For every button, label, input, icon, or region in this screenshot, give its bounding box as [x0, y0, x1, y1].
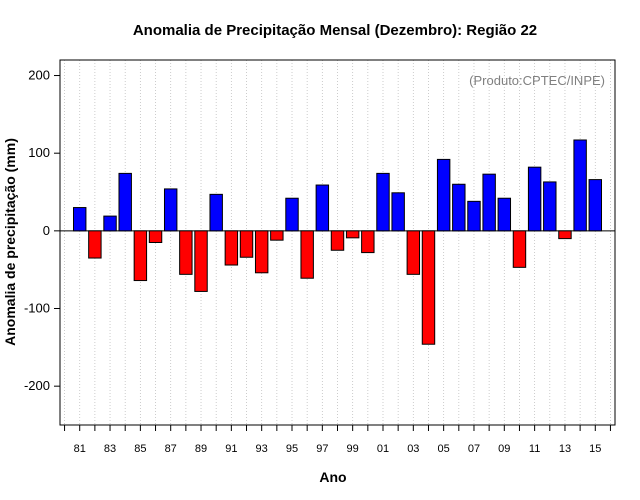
- bar: [543, 181, 557, 232]
- x-tick-label: 93: [256, 443, 268, 455]
- x-tick-label: 07: [468, 443, 480, 455]
- x-tick-label: 09: [498, 443, 510, 455]
- x-tick-label: 91: [225, 443, 237, 455]
- annotation: (Produto:CPTEC/INPE): [469, 73, 605, 88]
- bar: [497, 197, 512, 232]
- x-tick-label: 83: [104, 443, 116, 455]
- bar: [573, 139, 587, 232]
- bars: [72, 139, 603, 345]
- bar: [482, 173, 496, 232]
- bar: [285, 197, 299, 232]
- grid: [64, 60, 611, 425]
- bar: [209, 193, 223, 232]
- bar: [315, 184, 330, 232]
- bar: [133, 230, 148, 282]
- y-tick-label: 100: [28, 145, 50, 160]
- bar: [527, 166, 542, 232]
- bar: [254, 230, 269, 274]
- bar: [72, 207, 87, 232]
- bar: [88, 230, 102, 259]
- x-tick-label: 85: [134, 443, 146, 455]
- y-tick-label: 0: [43, 223, 50, 238]
- bar: [436, 158, 451, 232]
- x-tick-label: 81: [74, 443, 86, 455]
- bar: [300, 230, 314, 279]
- bar: [224, 230, 239, 266]
- bar: [406, 230, 421, 275]
- x-axis-label: Ano: [319, 469, 346, 485]
- bar: [421, 230, 436, 345]
- bar: [179, 230, 193, 275]
- x-tick-label: 03: [407, 443, 419, 455]
- bar: [391, 192, 405, 232]
- y-tick-label: -100: [24, 301, 50, 316]
- x-tick-label: 15: [589, 443, 601, 455]
- bar: [239, 230, 254, 258]
- x-tick-label: 05: [438, 443, 450, 455]
- bar: [118, 172, 132, 232]
- bar: [345, 230, 360, 239]
- y-axis-label: Anomalia de precipitação (mm): [2, 138, 18, 346]
- bar: [270, 230, 284, 241]
- bar: [558, 230, 572, 240]
- x-tick-label: 13: [559, 443, 571, 455]
- bar: [512, 230, 527, 268]
- x-tick-label: 01: [377, 443, 389, 455]
- bar: [330, 230, 345, 251]
- x-tick-label: 97: [316, 443, 328, 455]
- x-tick-label: 95: [286, 443, 298, 455]
- chart-title: Anomalia de Precipitação Mensal (Dezembr…: [133, 22, 537, 39]
- bar: [194, 230, 208, 292]
- x-tick-label: 11: [529, 443, 540, 455]
- bar: [148, 230, 163, 243]
- bar: [452, 183, 466, 232]
- bar: [361, 230, 375, 254]
- x-tick-label: 87: [165, 443, 177, 455]
- x-tick-label: 89: [195, 443, 207, 455]
- bar: [376, 172, 390, 232]
- x-tick-label: 99: [347, 443, 359, 455]
- bar: [467, 200, 481, 232]
- y-tick-label: 200: [28, 68, 50, 83]
- bar: [588, 179, 603, 232]
- bar: [103, 215, 117, 232]
- x-axis: 81 83 85 87 89 91 93 95 97 99 01 03 05 07 09 11 13 15: [64, 425, 611, 455]
- y-axis: -200 -100 0 100 200: [24, 68, 60, 393]
- y-tick-label: -200: [24, 378, 50, 393]
- bar: [163, 188, 178, 232]
